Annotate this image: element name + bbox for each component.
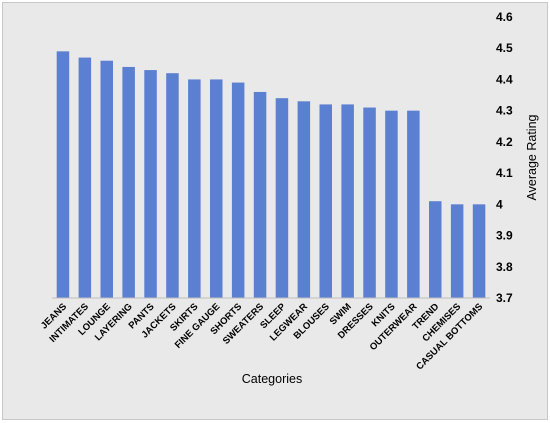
x-axis-labels: JEANSINTIMATESLOUNGELAYERINGPANTSJACKETS…	[39, 301, 485, 372]
bar-blouses	[319, 104, 332, 298]
bar-fine-gauge	[210, 79, 223, 298]
y-axis-title: Average Rating	[525, 114, 539, 200]
y-axis-ticks: 3.7 3.8 3.9 4 4.1 4.2 4.3 4.4 4.5 4.6	[496, 10, 513, 305]
y-tick-label: 4.5	[496, 41, 513, 55]
bar-swim	[341, 104, 354, 298]
bar-knits	[385, 110, 398, 298]
bar-skirts	[188, 79, 201, 298]
bar-jackets	[166, 73, 179, 298]
bar-intimates	[78, 57, 92, 299]
bar-outerwear	[407, 110, 420, 298]
bar-chemises	[450, 204, 464, 298]
bar-pants	[144, 70, 157, 298]
y-tick-label: 3.7	[496, 291, 513, 305]
y-tick-label: 4.1	[496, 166, 513, 180]
bar-dresses	[363, 107, 376, 298]
bars-group	[56, 51, 486, 299]
y-tick-label: 4.2	[496, 135, 513, 149]
y-tick-label: 4	[496, 197, 503, 211]
bar-jeans	[56, 51, 70, 299]
y-tick-label: 4.6	[496, 10, 513, 24]
bar-lounge	[100, 60, 113, 299]
y-tick-label: 4.4	[496, 72, 513, 86]
y-tick-label: 4.3	[496, 104, 513, 118]
bar-shorts	[231, 82, 245, 298]
y-tick-label: 3.8	[496, 260, 513, 274]
bar-sleep	[275, 98, 289, 299]
bar-trend	[429, 201, 442, 298]
x-axis-title: Categories	[242, 372, 302, 386]
bar-casual-bottoms	[472, 204, 486, 298]
bar-sweaters	[253, 91, 267, 299]
y-tick-label: 3.9	[496, 229, 513, 243]
bar-layering	[122, 66, 135, 299]
bar-legwear	[297, 101, 311, 298]
